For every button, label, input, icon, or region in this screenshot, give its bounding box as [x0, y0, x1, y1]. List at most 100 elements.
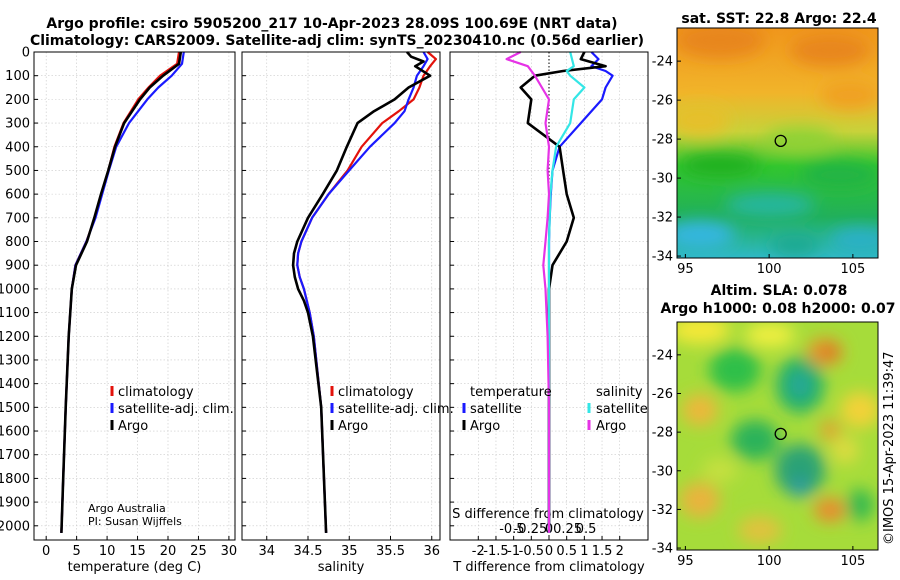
series-line-argo: [291, 51, 432, 533]
x-tick-label: 35: [341, 544, 358, 559]
y-tick-label: 1600: [0, 425, 30, 440]
sst-map-ticks: 95 100 105 -24 -26 -28 -30 -32 -34: [652, 55, 866, 277]
x-tick-label: 30: [221, 544, 238, 559]
y-tick-label: 1000: [0, 282, 30, 297]
x-tick-label: 5: [72, 544, 80, 559]
sst-map-title: sat. SST: 22.8 Argo: 22.4: [681, 11, 877, 27]
y-tick-label: 1700: [0, 448, 30, 463]
sla-argo-location-marker: [774, 427, 787, 441]
y-tick-label: 100: [5, 69, 30, 84]
map-y-tick-label: -34: [652, 250, 673, 265]
plot-frame: [33, 51, 236, 541]
sst-map: sat. SST: 22.8 Argo: 22.4 95 100 105 -24 -26…: [652, 11, 879, 277]
series-line-s-argo: [505, 51, 551, 533]
y-tick-label: 600: [5, 188, 30, 203]
sla-map-title-1: Altim. SLA: 0.078: [711, 283, 848, 299]
map-x-tick-label: 100: [757, 262, 782, 277]
map-y-tick-label: -24: [652, 55, 673, 70]
legend-argo-label: Argo: [338, 419, 368, 434]
x-tick-label: -1.5: [483, 544, 508, 559]
credit-pi: PI: Susan Wijffels: [88, 515, 182, 528]
legend-argo-label: Argo: [118, 419, 148, 434]
credit-org: Argo Australia: [88, 502, 166, 515]
x-tick-label: 34.5: [294, 544, 323, 559]
salinity-panel: 34 34.5 35 35.5 36 salinity: [241, 51, 441, 575]
y-tick-label: 500: [5, 164, 30, 179]
sla-texture: [677, 322, 878, 544]
s-tick-label: -0.5: [499, 522, 524, 537]
map-x-tick-label: 95: [677, 262, 694, 277]
map-y-tick-label: -30: [652, 464, 673, 479]
legend-t-argo-label: Argo: [470, 419, 500, 434]
x-tick-label: 0.5: [556, 544, 577, 559]
map-y-tick-label: -30: [652, 172, 673, 187]
y-tick-label: 400: [5, 140, 30, 155]
timestamp-stamp: ©IMOS 15-Apr-2023 11:39:47: [882, 351, 897, 545]
temperature-legend: climatology satellite-adj. clim. Argo: [110, 385, 234, 434]
y-tick-label: 1400: [0, 377, 30, 392]
y-tick-label: 2000: [0, 519, 30, 534]
s-tick-label: -0.25: [514, 522, 548, 537]
y-tick-label: 0: [22, 46, 30, 61]
s-tick-label: 0.25: [553, 522, 582, 537]
legend-satellite-label: satellite-adj. clim.: [338, 402, 454, 417]
y-tick-label: 700: [5, 211, 30, 226]
x-tick-label: 36: [423, 544, 440, 559]
sla-map-ticks: 95 100 105 -24 -26 -28 -30 -32 -34: [652, 348, 866, 569]
y-tick-label: 200: [5, 93, 30, 108]
y-tick-label: 1800: [0, 472, 30, 487]
difference-legend: temperature satellite Argo salinity sate…: [462, 385, 648, 434]
x-tick-label: 35.5: [376, 544, 405, 559]
plot-frame: [241, 51, 441, 541]
map-y-tick-label: -26: [652, 387, 673, 402]
legend-climatology-label: climatology: [338, 385, 414, 400]
series-line-t-argo: [519, 51, 607, 533]
y-tick-label: 1200: [0, 330, 30, 345]
sst-map-frame: [676, 27, 879, 259]
legend-s-satellite-label: satellite: [596, 402, 648, 417]
x-tick-label: 0: [545, 544, 553, 559]
map-y-tick-label: -26: [652, 94, 673, 109]
x-tick-label: 34: [258, 544, 275, 559]
map-x-tick-label: 100: [757, 554, 782, 569]
legend-satellite-label: satellite-adj. clim.: [118, 402, 234, 417]
x-tick-label: 0: [42, 544, 50, 559]
sla-map-title-2: Argo h1000: 0.08 h2000: 0.07: [660, 301, 895, 317]
x-tick-label: -1: [507, 544, 520, 559]
series-line-t-satellite: [547, 51, 614, 533]
map-x-tick-label: 105: [840, 554, 865, 569]
x-axis-label: temperature (deg C): [68, 560, 202, 575]
x-tick-label: 10: [99, 544, 116, 559]
legend-salinity-heading: salinity: [596, 385, 643, 400]
map-y-tick-label: -32: [652, 211, 673, 226]
salinity-legend: climatology satellite-adj. clim. Argo: [330, 385, 454, 434]
x-tick-label: 1: [580, 544, 588, 559]
sst-texture: [677, 28, 878, 255]
sla-map: Altim. SLA: 0.078 Argo h1000: 0.08 h2000…: [652, 283, 896, 569]
series-line-s-satellite: [547, 51, 586, 533]
legend-climatology-label: climatology: [118, 385, 194, 400]
x-tick-label: 1.5: [592, 544, 613, 559]
map-x-tick-label: 95: [677, 554, 694, 569]
y-tick-label: 1900: [0, 496, 30, 511]
y-tick-label: 1100: [0, 306, 30, 321]
y-tick-label: 800: [5, 235, 30, 250]
s-tick-label: 0.5: [576, 522, 597, 537]
title-line-1: Argo profile: csiro 5905200_217 10-Apr-2…: [46, 16, 617, 32]
difference-panel: -2-1.5-1-0.5 0 0.5 1 1.5 2T difference from c…: [449, 51, 649, 575]
y-tick-label: 300: [5, 117, 30, 132]
y-tick-label: 1500: [0, 401, 30, 416]
x-tick-label: 15: [129, 544, 146, 559]
x-tick-label: -2: [472, 544, 485, 559]
x-axis-label: T difference from climatology: [452, 560, 645, 575]
legend-t-satellite-label: satellite: [470, 402, 522, 417]
series-line-satellite-adj-clim-: [296, 51, 429, 533]
sst-argo-location-marker: [774, 134, 787, 148]
series-line-argo: [60, 51, 183, 533]
map-y-tick-label: -28: [652, 133, 673, 148]
plot-frame: [449, 51, 649, 541]
map-y-tick-label: -28: [652, 426, 673, 441]
x-tick-label: 2: [616, 544, 624, 559]
map-y-tick-label: -24: [652, 348, 673, 363]
